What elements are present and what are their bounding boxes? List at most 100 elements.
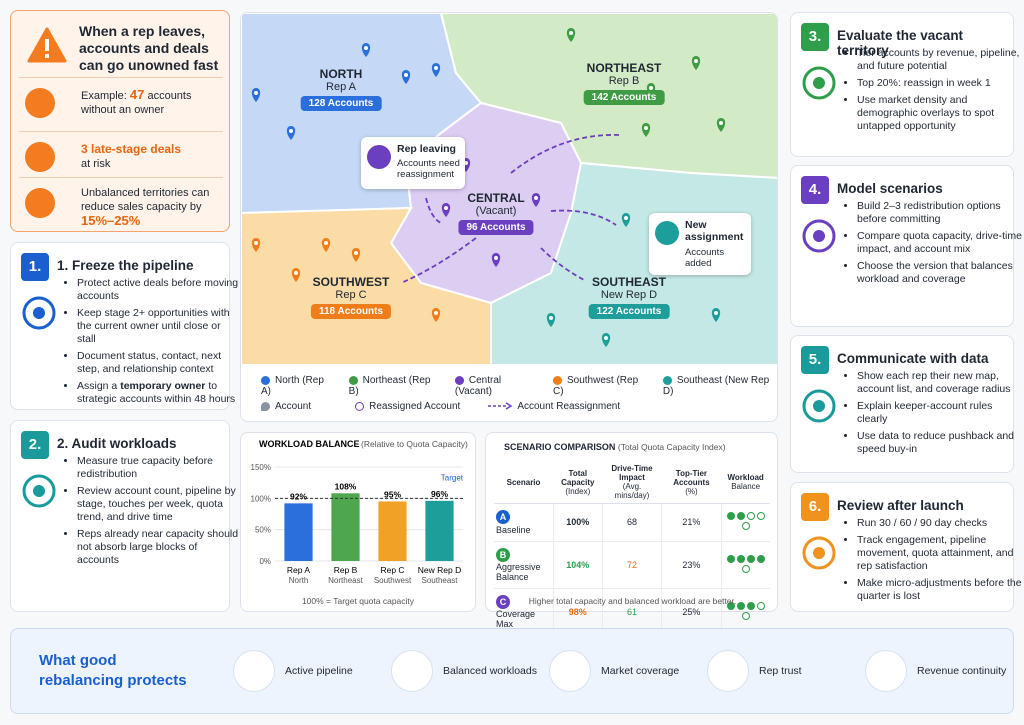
column-header: Total Capacity (Index) (553, 461, 603, 504)
pin-dot (624, 216, 628, 220)
header-text: Workload (727, 473, 764, 482)
step-bullets: Protect active deals before moving accou… (63, 277, 242, 410)
pin-dot (354, 251, 358, 255)
footer-item: Active pipeline (233, 647, 353, 695)
footer-label: Rep trust (759, 665, 802, 677)
footer-item: Revenue continuity (865, 647, 1006, 695)
callout-text: Accounts need reassignment (397, 158, 460, 180)
y-tick-label: 0% (259, 557, 271, 566)
x-tick-sublabel: Northeast (328, 576, 363, 585)
symbol (488, 402, 513, 411)
pin-dot (694, 59, 698, 63)
column-header: Top-Tier Accounts (%) (661, 461, 722, 504)
legend-swatch (454, 375, 464, 385)
step-bullets: Build 2–3 redistribution options before … (843, 200, 1022, 290)
balance-dot (736, 601, 745, 610)
pin-dot (434, 311, 438, 315)
header-text: Top-Tier Accounts (673, 468, 710, 487)
reassignment-arrow (425, 197, 442, 224)
scenario-panel: SCENARIO COMPARISON (Total Quota Capacit… (485, 432, 778, 636)
bar (284, 503, 313, 561)
drive-time: 72 (602, 541, 662, 589)
text: Example: (81, 90, 127, 102)
target-label: Target (441, 473, 464, 482)
legend-label: Account (275, 401, 312, 412)
icon-shape (802, 389, 836, 423)
icon-shape (813, 400, 825, 412)
header-text: (Index) (565, 486, 591, 496)
footer-item: Market coverage (549, 647, 679, 695)
territory-rep: Rep A (326, 81, 356, 93)
balance-dot (756, 512, 765, 521)
scenario-name: Baseline (496, 524, 531, 535)
step-title: 1. Freeze the pipeline (57, 258, 194, 273)
value-label: 96% (431, 489, 448, 499)
icon-shape (22, 296, 56, 330)
workload-balance (720, 588, 770, 636)
x-tick-sublabel: Southeast (421, 576, 458, 585)
territory-rep: New Rep D (600, 289, 658, 301)
bullet: Use market density and demographic overl… (857, 94, 1022, 133)
step-icon (802, 219, 836, 253)
footer-panel: What good rebalancing protects Active pi… (10, 628, 1014, 714)
reassignment-arrow (510, 134, 620, 174)
scenario-row: BAggressive Balance 104% 72 23% (494, 541, 770, 589)
callout-new: New assignment Accounts added (649, 213, 751, 275)
balance-dot (741, 611, 750, 620)
scenario-table: Scenario Total Capacity (Index) Drive-Time … (494, 461, 770, 636)
step-bullets: Measure true capacity before redistribut… (63, 455, 242, 571)
territory-name: CENTRAL (467, 191, 525, 205)
symbol (355, 401, 365, 411)
pin-dot (649, 86, 653, 90)
icon-shape (813, 77, 825, 89)
scenario-badge: C (496, 594, 510, 609)
territory-label: NORTHEAST Rep B 142 Accounts (583, 61, 665, 105)
balance-dot (726, 601, 735, 610)
text: at risk (81, 158, 111, 170)
scenario-title: SCENARIO COMPARISON (504, 442, 616, 452)
warning-icon (27, 27, 67, 63)
step-icon (802, 536, 836, 570)
callout-title: New assignment (685, 219, 744, 243)
footer-label: Active pipeline (285, 665, 353, 677)
alert-panel: When a rep leaves, accounts and deals ca… (10, 10, 230, 232)
bullet-text: to strategic accounts within 48 hours (77, 380, 236, 405)
legend-label: Central (Vacant) (454, 375, 502, 397)
territory-rep: Rep B (608, 75, 640, 87)
legend-swatch (261, 375, 270, 385)
scenario-row: ABaseline 100% 68 21% (494, 503, 770, 542)
footer-icon (549, 650, 591, 692)
balance-dot (746, 601, 755, 610)
legend-item: Account (261, 401, 311, 412)
territory-name: NORTHEAST (586, 61, 662, 75)
legend-item: Account Reassignment (488, 401, 620, 412)
header-text: Drive-Time Impact (611, 464, 653, 482)
balance-dot (746, 512, 755, 521)
step-icon (802, 66, 836, 100)
bullet: Run 30 / 60 / 90 day checks (857, 517, 1022, 530)
chart: WORKLOAD BALANCE (Relative to Quota Capa… (251, 439, 468, 606)
symbol (261, 401, 270, 411)
territory-rep: (Vacant) (475, 205, 517, 217)
legend-swatch (552, 375, 562, 385)
reassignment-arrow (540, 247, 587, 282)
step-panel: 3. Evaluate the vacant territoryTier acco… (790, 12, 1019, 157)
column-header: Scenario (494, 461, 554, 504)
footer-icon (391, 650, 433, 692)
pin-dot (549, 316, 553, 320)
icon (655, 221, 679, 245)
chart-note: 100% = Target quota capacity (302, 596, 415, 606)
legend: North (Rep A) Northeast (Rep B) Central (V… (261, 375, 777, 397)
pin-dot (434, 66, 438, 70)
icon (25, 88, 55, 118)
callout-title: Rep leaving (397, 143, 456, 155)
step-icon (22, 474, 56, 508)
legend-item: Southwest (Rep C) (552, 375, 647, 397)
pin-dot (644, 126, 648, 130)
x-tick-sublabel: North (289, 576, 309, 585)
bullet: Top 20%: reassign in week 1 (857, 77, 1022, 90)
top-tier: 21% (660, 503, 722, 542)
bullet: Tier accounts by revenue, pipeline, and … (857, 47, 1022, 73)
x-tick-label: Rep A (287, 565, 310, 575)
